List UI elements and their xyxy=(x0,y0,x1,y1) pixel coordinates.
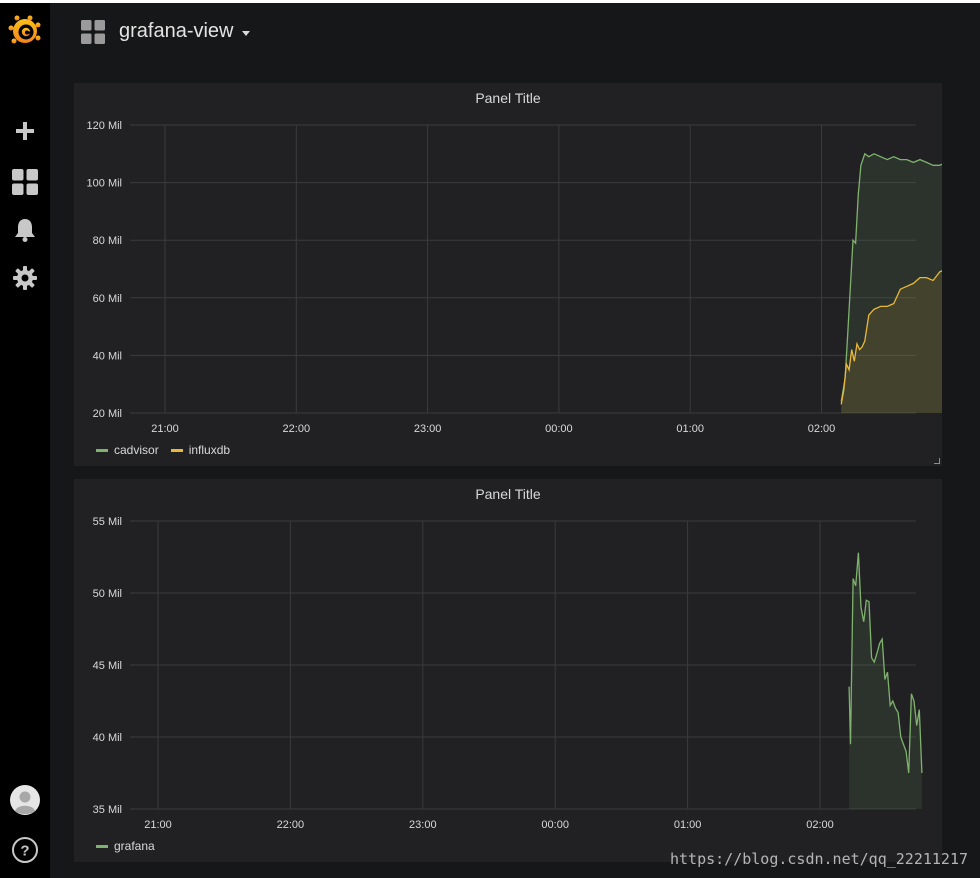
svg-text:?: ? xyxy=(20,843,29,860)
sidebar: ? xyxy=(0,3,50,878)
x-tick-label: 21:00 xyxy=(144,819,172,829)
help-icon[interactable]: ? xyxy=(0,833,50,867)
grafana-logo-icon[interactable] xyxy=(0,11,50,51)
resize-handle[interactable] xyxy=(934,458,940,464)
legend-item-cadvisor[interactable]: cadvisor xyxy=(96,443,159,457)
dashboard-title: grafana-view xyxy=(119,20,234,42)
y-tick-label: 100 Mil xyxy=(87,178,122,190)
y-tick-label: 50 Mil xyxy=(93,588,122,600)
navbar: grafana-view xyxy=(50,3,980,63)
y-tick-label: 20 Mil xyxy=(93,408,122,420)
dashboard-grid-icon xyxy=(81,20,105,44)
x-tick-label: 22:00 xyxy=(277,819,305,829)
legend-1: cadvisor influxdb xyxy=(96,443,230,457)
y-tick-label: 35 Mil xyxy=(93,804,122,816)
watermark: https://blog.csdn.net/qq_22211217 xyxy=(669,850,968,868)
series-fill-influxdb xyxy=(841,270,942,413)
legend-swatch xyxy=(170,448,183,452)
series-fill-grafana xyxy=(849,552,922,809)
y-tick-label: 55 Mil xyxy=(93,516,122,528)
window-top-strip xyxy=(0,0,980,3)
graph-panel-1: Panel Title 20 Mil 40 Mil 60 Mil 80 Mil 100 … xyxy=(74,83,942,466)
legend-item-influxdb[interactable]: influxdb xyxy=(170,443,231,457)
dashboard-main: grafana-view Panel Title 20 Mil 40 Mil 60 … xyxy=(50,3,980,878)
panel-title[interactable]: Panel Title xyxy=(475,486,541,502)
avatar-icon[interactable] xyxy=(0,783,50,817)
y-tick-label: 40 Mil xyxy=(93,350,122,362)
gear-icon[interactable] xyxy=(0,263,50,293)
x-tick-label: 02:00 xyxy=(806,819,834,829)
x-tick-label: 23:00 xyxy=(414,423,442,433)
series-fill-cadvisor xyxy=(841,153,942,413)
graph-panel-2: Panel Title 35 Mil 40 Mil 45 Mil 50 Mil 55 M… xyxy=(74,479,942,862)
x-tick-label: 00:00 xyxy=(541,819,569,829)
y-tick-label: 120 Mil xyxy=(87,120,122,132)
series-line-cadvisor xyxy=(840,152,942,402)
series-line-grafana xyxy=(848,552,923,774)
y-tick-label: 80 Mil xyxy=(93,235,122,247)
x-tick-label: 23:00 xyxy=(409,819,437,829)
legend-label: influxdb xyxy=(188,443,231,457)
x-tick-label: 01:00 xyxy=(676,423,704,433)
x-tick-label: 00:00 xyxy=(545,423,573,433)
caret-down-icon xyxy=(241,30,250,36)
dashboards-icon[interactable] xyxy=(0,167,50,197)
y-tick-label: 45 Mil xyxy=(93,660,122,672)
x-tick-label: 01:00 xyxy=(674,819,702,829)
x-tick-label: 02:00 xyxy=(808,423,836,433)
x-tick-label: 22:00 xyxy=(283,423,311,433)
legend-2: grafana xyxy=(96,839,155,853)
series-line-influxdb xyxy=(840,270,942,405)
y-tick-label: 40 Mil xyxy=(93,732,122,744)
legend-label: cadvisor xyxy=(114,443,159,457)
graph-area-1[interactable]: 20 Mil 40 Mil 60 Mil 80 Mil 100 Mil 120 Mil 21… xyxy=(74,83,942,433)
x-tick-label: 21:00 xyxy=(151,423,179,433)
panel-title[interactable]: Panel Title xyxy=(475,90,541,106)
legend-item-grafana[interactable]: grafana xyxy=(96,839,155,853)
legend-label: grafana xyxy=(114,839,155,853)
bell-icon[interactable] xyxy=(0,215,50,245)
legend-swatch xyxy=(96,844,108,848)
legend-swatch xyxy=(96,448,108,452)
dashboard-title-dropdown[interactable]: grafana-view xyxy=(119,20,250,43)
graph-area-2[interactable]: 35 Mil 40 Mil 45 Mil 50 Mil 55 Mil 21:00 22:00… xyxy=(74,479,942,829)
y-tick-label: 60 Mil xyxy=(93,293,122,305)
plus-icon[interactable] xyxy=(0,118,50,144)
